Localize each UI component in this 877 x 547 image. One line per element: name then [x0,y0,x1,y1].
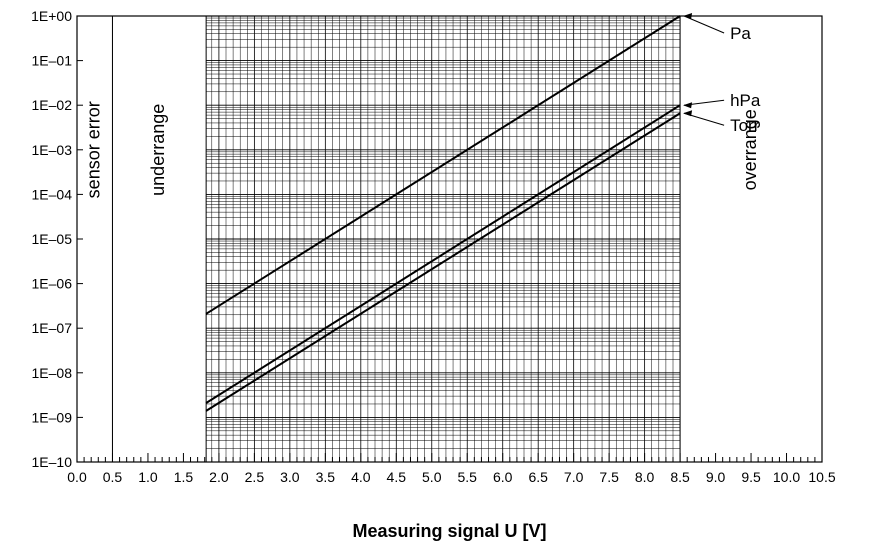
grid [206,16,681,463]
axes [76,15,823,463]
x-tick-label: 5.0 [422,469,442,485]
series-arrow-head [683,13,693,19]
y-tick-label: 1E–01 [32,53,73,69]
x-tick-label: 1.0 [138,469,158,485]
series-line [205,104,681,404]
regions [76,15,823,463]
x-tick-label: 2.5 [245,469,265,485]
x-tick-label: 4.5 [387,469,407,485]
x-tick-label: 1.5 [174,469,194,485]
series-arrow-head [683,110,693,117]
x-tick-label: 9.0 [706,469,726,485]
series-line [205,15,681,315]
y-tick-label: 1E–02 [32,97,73,113]
x-tick-label: 2.0 [209,469,229,485]
x-tick-label: 9.5 [741,469,761,485]
region-label: sensor error [83,101,103,198]
series-line [205,112,681,412]
x-tick-label: 10.0 [773,469,800,485]
x-tick-label: 8.0 [635,469,655,485]
region-label: overrange [740,109,760,190]
region-label: underrange [148,104,168,196]
series-label: Pa [730,24,751,43]
x-axis-title: Measuring signal U [V] [352,521,546,541]
x-tick-label: 3.5 [316,469,336,485]
x-tick-label: 8.5 [670,469,690,485]
y-tick-label: 1E–07 [32,320,73,336]
x-tick-label: 10.5 [808,469,835,485]
series-label: Torr [730,116,760,135]
y-tick-label: 1E–08 [32,365,73,381]
series-arrow-head [683,102,693,109]
x-tick-label: 7.0 [564,469,584,485]
region-block [111,15,207,463]
y-tick-label: 1E–06 [32,276,73,292]
y-tick-label: 1E–05 [32,231,73,247]
y-tick-label: 1E–10 [32,454,73,470]
y-tick-label: 1E–09 [32,409,73,425]
x-tick-label: 4.0 [351,469,371,485]
labels: sensor error underrange overrange 0.0 0.5 1.0… [31,8,836,485]
series-label: hPa [730,91,761,110]
x-tick-label: 3.0 [280,469,300,485]
y-tick-label: 1E+00 [31,8,72,24]
x-tick-label: 6.0 [493,469,513,485]
x-tick-label: 0.0 [67,469,87,485]
series-group [205,15,681,412]
y-tick-label: 1E–04 [32,186,73,202]
region-block [679,15,823,463]
y-tick-label: 1E–03 [32,142,73,158]
x-tick-label: 5.5 [458,469,478,485]
x-tick-label: 0.5 [103,469,123,485]
x-tick-label: 7.5 [599,469,619,485]
x-tick-label: 6.5 [528,469,548,485]
